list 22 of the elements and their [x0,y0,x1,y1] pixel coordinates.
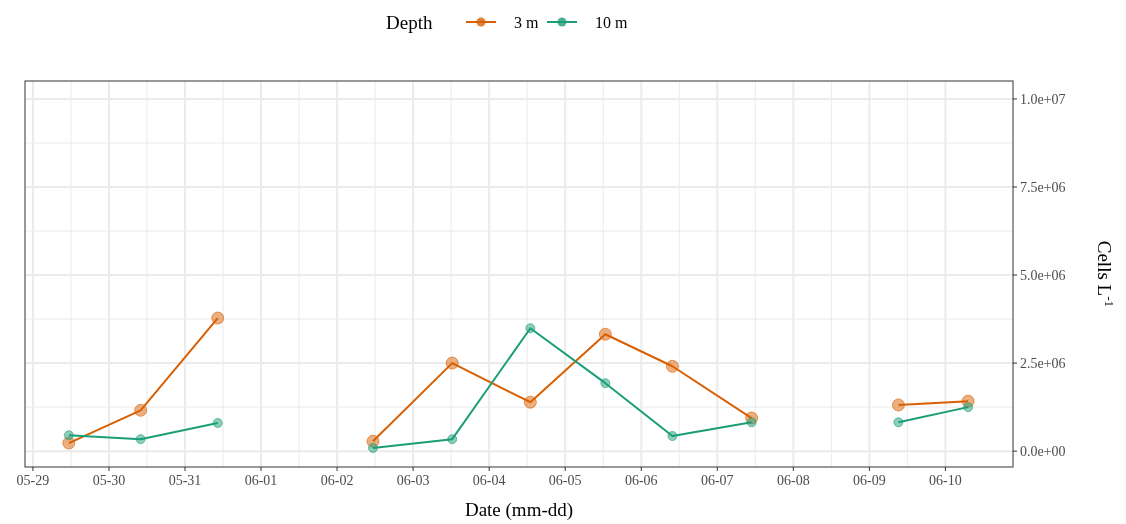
x-tick-label: 06-09 [853,473,886,488]
legend-label: 10 m [595,14,628,31]
x-tick-label: 06-01 [244,473,278,488]
x-tick-label: 06-04 [472,473,506,488]
legend-title: Depth [386,12,433,33]
x-tick-label: 05-29 [16,473,50,488]
x-tick-label: 06-03 [396,473,430,488]
y-tick-label: 2.5e+06 [1020,356,1066,372]
x-tick-label: 05-31 [168,473,202,488]
y-tick-label: 5.0e+06 [1020,268,1066,284]
y-tick-label: 0.0e+00 [1020,444,1066,460]
y-tick-label: 7.5e+06 [1020,180,1066,196]
x-tick-label: 05-30 [92,473,126,488]
legend-label: 3 m [514,14,539,31]
x-tick-label: 06-10 [929,473,962,488]
x-tick-label: 06-06 [624,473,658,488]
x-tick-label: 06-07 [700,473,734,488]
x-axis-title: Date (mm-dd) [464,499,574,521]
x-tick-label: 06-05 [548,473,582,488]
y-tick-label: 1.0e+07 [1020,91,1066,107]
x-tick-label: 06-08 [776,473,810,488]
x-tick-label: 06-02 [320,473,354,488]
